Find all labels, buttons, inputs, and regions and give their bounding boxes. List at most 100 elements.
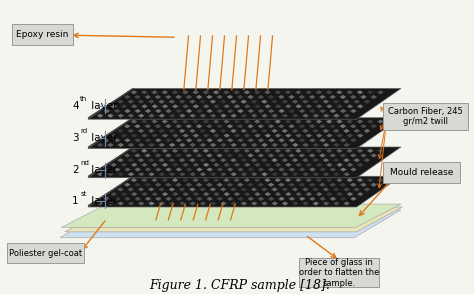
Polygon shape (172, 192, 179, 196)
Polygon shape (230, 201, 237, 206)
Polygon shape (88, 88, 401, 119)
Polygon shape (377, 119, 384, 123)
Polygon shape (261, 201, 268, 206)
Polygon shape (182, 90, 189, 94)
Polygon shape (272, 143, 278, 147)
Polygon shape (210, 201, 217, 206)
Polygon shape (158, 158, 165, 162)
Polygon shape (148, 143, 155, 147)
Polygon shape (175, 124, 182, 128)
Polygon shape (138, 172, 145, 176)
Polygon shape (217, 95, 223, 99)
Polygon shape (295, 133, 302, 138)
Polygon shape (189, 114, 196, 118)
Polygon shape (244, 163, 250, 167)
Polygon shape (152, 192, 158, 196)
Polygon shape (172, 119, 178, 123)
Polygon shape (200, 158, 206, 162)
Polygon shape (282, 158, 288, 162)
Polygon shape (295, 192, 302, 196)
Polygon shape (203, 192, 210, 196)
Polygon shape (274, 178, 281, 182)
Polygon shape (210, 100, 216, 104)
Polygon shape (223, 90, 230, 94)
Polygon shape (203, 133, 210, 138)
Polygon shape (299, 109, 305, 113)
Polygon shape (162, 163, 168, 167)
Polygon shape (340, 168, 346, 172)
Polygon shape (282, 187, 288, 191)
Polygon shape (285, 90, 292, 94)
Polygon shape (264, 119, 271, 123)
Polygon shape (210, 114, 217, 118)
Polygon shape (261, 129, 267, 133)
Polygon shape (292, 172, 299, 176)
Polygon shape (247, 95, 254, 99)
Polygon shape (131, 133, 137, 138)
Polygon shape (237, 124, 244, 128)
Polygon shape (121, 192, 127, 196)
Polygon shape (302, 158, 309, 162)
Polygon shape (357, 149, 363, 153)
Polygon shape (233, 149, 240, 153)
Polygon shape (145, 168, 151, 172)
Polygon shape (237, 153, 244, 158)
Polygon shape (172, 149, 178, 153)
Polygon shape (203, 104, 210, 108)
Polygon shape (217, 138, 223, 142)
Polygon shape (329, 109, 336, 113)
Polygon shape (131, 192, 137, 196)
Polygon shape (346, 178, 353, 182)
Polygon shape (350, 197, 357, 201)
Polygon shape (337, 192, 343, 196)
Polygon shape (367, 178, 374, 182)
Polygon shape (295, 163, 302, 167)
Polygon shape (117, 100, 124, 104)
Polygon shape (344, 201, 350, 206)
Polygon shape (88, 88, 132, 119)
Polygon shape (237, 109, 244, 113)
Polygon shape (346, 104, 353, 108)
Polygon shape (107, 201, 114, 206)
Polygon shape (305, 119, 312, 123)
Polygon shape (360, 153, 367, 158)
Polygon shape (257, 95, 264, 99)
Polygon shape (340, 124, 346, 128)
Polygon shape (200, 129, 206, 133)
Polygon shape (223, 192, 230, 196)
Polygon shape (268, 95, 274, 99)
Polygon shape (272, 172, 278, 176)
Polygon shape (247, 109, 254, 113)
Polygon shape (313, 143, 319, 147)
Polygon shape (350, 183, 356, 187)
Polygon shape (138, 143, 145, 147)
Polygon shape (254, 119, 261, 123)
Polygon shape (107, 114, 114, 118)
Polygon shape (244, 119, 250, 123)
Polygon shape (261, 172, 268, 176)
Polygon shape (88, 176, 132, 207)
Polygon shape (145, 109, 151, 113)
Polygon shape (371, 124, 377, 128)
Polygon shape (202, 90, 209, 94)
Polygon shape (220, 100, 227, 104)
Polygon shape (213, 192, 219, 196)
Polygon shape (179, 172, 186, 176)
Polygon shape (192, 119, 199, 123)
Polygon shape (251, 158, 257, 162)
Polygon shape (289, 168, 295, 172)
Polygon shape (172, 104, 179, 108)
Polygon shape (148, 129, 155, 133)
Polygon shape (158, 201, 165, 206)
Polygon shape (326, 119, 332, 123)
Polygon shape (230, 143, 237, 147)
Polygon shape (357, 133, 364, 138)
Polygon shape (336, 149, 343, 153)
Polygon shape (88, 147, 132, 178)
Polygon shape (289, 109, 295, 113)
Polygon shape (295, 104, 302, 108)
Polygon shape (323, 114, 329, 118)
Polygon shape (104, 197, 110, 201)
Polygon shape (333, 187, 339, 191)
Polygon shape (302, 129, 309, 133)
